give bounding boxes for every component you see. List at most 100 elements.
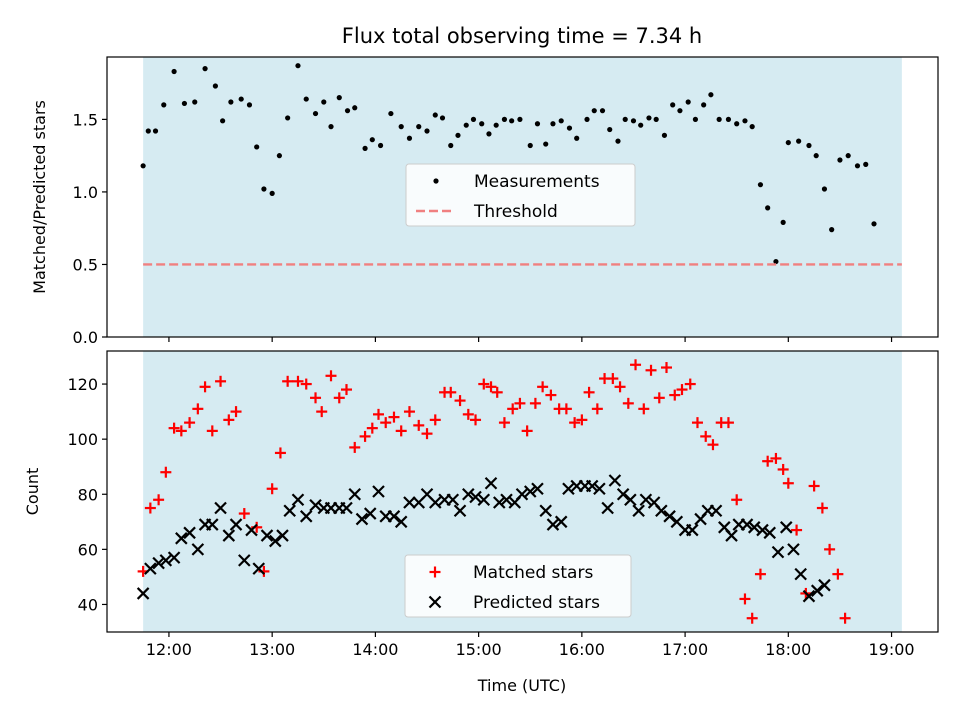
data-point: [206, 425, 218, 437]
data-point: [607, 373, 619, 385]
data-point: [261, 186, 267, 192]
data-point: [762, 455, 774, 467]
data-point: [285, 115, 291, 121]
data-point: [238, 554, 251, 567]
data-point: [153, 494, 165, 506]
x-tick-label: 15:00: [456, 640, 502, 659]
data-point: [145, 128, 151, 134]
data-point: [543, 141, 549, 147]
data-point: [303, 96, 309, 102]
y-axis-label: Matched/Predicted stars: [30, 100, 49, 294]
data-point: [344, 108, 351, 114]
data-point: [757, 182, 764, 188]
axes-frame: [106, 350, 939, 633]
data-point: [268, 534, 282, 548]
data-point: [537, 381, 549, 393]
data-point: [770, 452, 782, 464]
data-point: [252, 562, 266, 575]
y-tick-label: 1.5: [73, 110, 98, 129]
legend-box: [404, 554, 632, 618]
data-point: [863, 161, 869, 167]
series-matched-stars: [137, 359, 851, 624]
data-point: [175, 425, 187, 437]
x-tick-label: 13:00: [249, 640, 295, 659]
x-tick-label: 16:00: [559, 640, 605, 659]
data-point: [192, 99, 198, 105]
data-point: [276, 529, 289, 542]
x-tick-label: 14:00: [352, 640, 398, 659]
data-point: [470, 414, 482, 426]
data-point: [818, 578, 831, 592]
data-point: [223, 414, 235, 426]
data-point: [514, 397, 526, 409]
data-point: [387, 510, 401, 523]
data-point: [676, 384, 688, 396]
data-point: [469, 490, 482, 504]
data-point: [212, 83, 218, 89]
data-point: [746, 612, 758, 624]
data-point: [661, 362, 673, 374]
data-point: [802, 589, 816, 603]
data-point: [220, 118, 226, 124]
data-point: [734, 121, 740, 127]
data-point: [560, 403, 572, 415]
data-point: [539, 504, 553, 518]
data-point: [429, 414, 441, 426]
data-point: [773, 258, 779, 265]
data-point: [871, 221, 877, 227]
data-point: [413, 419, 425, 431]
data-point: [359, 430, 371, 442]
data-point: [794, 567, 807, 581]
data-point: [583, 386, 595, 398]
data-point: [388, 110, 394, 117]
data-point: [321, 99, 327, 105]
data-point: [566, 125, 573, 131]
data-point: [701, 102, 707, 108]
data-point: [663, 510, 676, 523]
data-point: [228, 99, 234, 105]
data-point: [295, 63, 301, 69]
data-point: [191, 543, 205, 556]
y-tick-label: 100: [67, 430, 98, 449]
data-point: [372, 485, 385, 498]
data-point: [569, 417, 581, 429]
data-point: [269, 190, 275, 196]
data-point: [523, 485, 537, 498]
data-point: [309, 498, 322, 512]
data-point: [839, 612, 851, 624]
data-point: [184, 417, 196, 429]
data-point: [310, 392, 322, 404]
data-point: [501, 116, 508, 122]
data-point: [622, 116, 628, 122]
data-point: [398, 124, 404, 130]
data-point: [554, 515, 568, 529]
data-point: [152, 128, 159, 134]
data-point: [403, 406, 415, 418]
data-point: [455, 132, 461, 138]
y-tick-label: 120: [67, 375, 98, 394]
data-point: [709, 504, 723, 518]
x-tick-label: 17:00: [662, 640, 708, 659]
data-point: [246, 102, 253, 108]
data-point: [136, 587, 150, 600]
data-point: [731, 494, 743, 506]
data-point: [453, 504, 467, 518]
data-point: [479, 121, 485, 127]
data-point: [785, 139, 791, 146]
data-point: [333, 392, 345, 404]
data-point: [653, 392, 665, 404]
data-point: [777, 463, 789, 475]
data-point: [199, 381, 211, 393]
data-point: [283, 504, 296, 518]
data-point: [144, 562, 157, 575]
data-point: [645, 364, 657, 376]
x-axis-label: Time (UTC): [477, 676, 566, 695]
data-point: [352, 105, 358, 111]
data-point: [837, 157, 843, 163]
data-point: [771, 545, 785, 559]
panel-ratio: 0.0 0.5 1.0 1.5 Matched/Predicted stars Measu…: [30, 56, 939, 347]
x-tick-label: 12:00: [146, 640, 192, 659]
data-point: [630, 118, 637, 124]
data-point: [655, 504, 668, 518]
